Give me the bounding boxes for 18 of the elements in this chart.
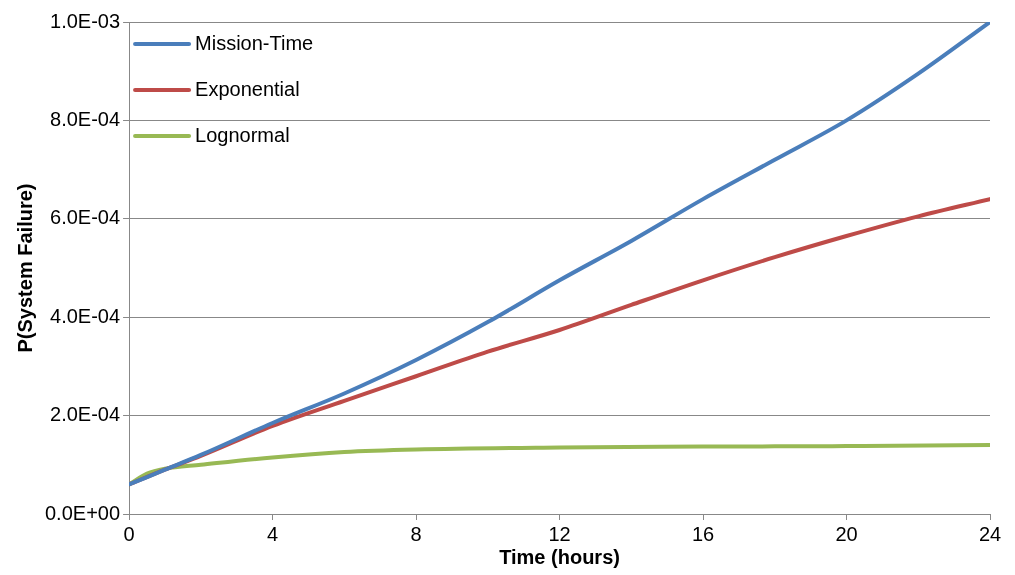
legend-label: Exponential bbox=[195, 77, 300, 100]
legend-label: Mission-Time bbox=[195, 31, 314, 54]
x-tick-label: 12 bbox=[548, 522, 571, 545]
legend-label: Lognormal bbox=[195, 123, 290, 146]
x-tick-label: 8 bbox=[410, 522, 422, 545]
y-axis-title: P(System Failure) bbox=[13, 183, 36, 353]
x-axis-title: Time (hours) bbox=[499, 545, 620, 568]
x-tick-label: 4 bbox=[266, 522, 279, 545]
y-tick-label: 0.0E+00 bbox=[44, 501, 121, 524]
y-tick-label: 8.0E-04 bbox=[50, 107, 121, 130]
x-tick-label: 0 bbox=[123, 522, 135, 545]
x-tick-label: 20 bbox=[835, 522, 858, 545]
y-tick-label: 1.0E-03 bbox=[50, 9, 121, 32]
y-tick-label: 6.0E-04 bbox=[50, 206, 121, 229]
x-tick-label: 16 bbox=[691, 522, 715, 545]
x-tick-label: 24 bbox=[978, 522, 1002, 545]
y-tick-label: 4.0E-04 bbox=[50, 304, 121, 327]
y-tick-label: 2.0E-04 bbox=[50, 403, 121, 426]
